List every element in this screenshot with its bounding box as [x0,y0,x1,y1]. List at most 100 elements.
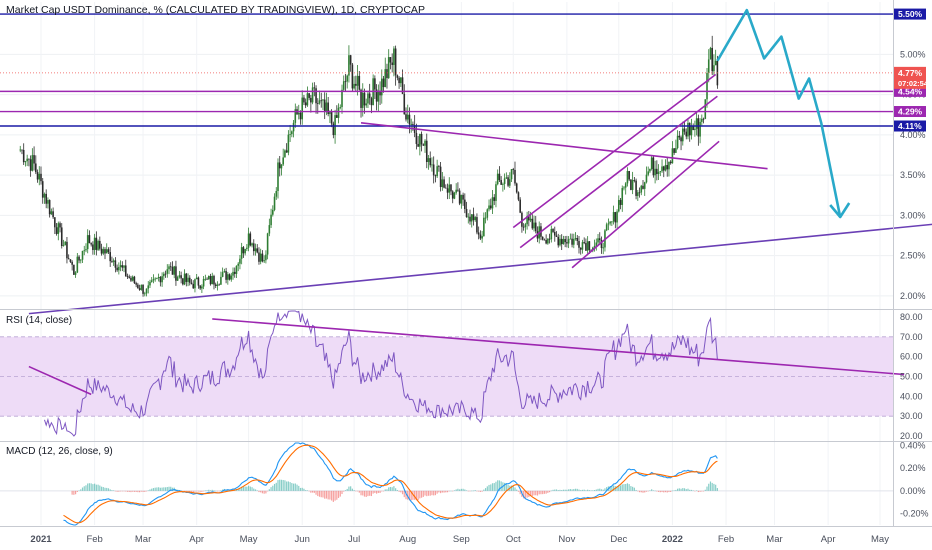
candle-body [282,157,284,165]
candle-body [83,250,86,252]
macd-hist-bar [706,486,708,491]
macd-hist-bar [291,483,293,491]
macd-pane-label: MACD (12, 26, close, 9) [6,446,113,457]
candle-body [574,238,577,239]
macd-hist-bar [701,490,703,492]
macd-hist-bar [102,487,104,491]
candle-body [322,99,324,101]
macd-hist-bar [498,480,501,491]
macd-hist-bar [292,483,295,491]
candle-body [213,275,215,285]
candle-body [609,221,611,224]
macd-hist-bar [369,490,371,496]
macd-hist-bar [183,490,186,492]
candle-body [92,244,94,251]
macd-hist-bar [158,487,160,491]
candle-body [287,134,290,153]
candle-body [252,243,255,252]
candle-body [143,293,146,295]
macd-hist-bar [692,490,694,492]
candle-body [688,122,691,136]
candle-body [353,83,355,89]
macd-hist-bar [100,486,103,491]
candle-body [277,162,279,192]
macd-hist-bar [704,489,706,491]
candle-body [220,276,222,285]
candle-body [640,185,643,193]
macd-hist-bar [222,489,224,491]
macd-hist-bar [602,489,604,491]
candle-body [147,285,150,289]
macd-hist-bar [343,490,345,492]
candle-body [169,266,172,268]
candle-body [173,266,176,275]
macd-hist-bar [593,490,596,491]
macd-hist-bar [339,490,341,497]
candle-body [434,175,437,177]
candle-body [325,102,328,112]
macd-hist-bar [645,490,648,492]
macd-hist-bar [144,490,146,492]
candle-body [339,107,342,108]
level-badge: 4.54% [898,86,923,96]
macd-hist-bar [332,490,334,502]
candle-body [405,114,407,120]
candle-body [464,199,466,209]
macd-hist-bar [170,486,172,491]
candle-body [422,144,425,146]
candle-body [526,216,528,225]
candle-layer [19,35,719,297]
candle-body [95,237,98,250]
candle-body [690,125,693,136]
macd-hist-bar [350,486,352,491]
candle-body [598,238,601,241]
candle-body [529,218,532,221]
macd-hist-bar [256,490,258,491]
macd-hist-bar [114,490,116,492]
candle-body [493,197,496,201]
macd-hist-bar [401,490,404,495]
macd-hist-bar [391,487,393,491]
candle-body [396,75,399,78]
macd-hist-bar [382,490,385,492]
candle-body [33,155,35,164]
candle-body [695,118,698,129]
macd-hist-bar [495,481,497,491]
macd-hist-bar [241,486,243,491]
macd-hist-bar [254,489,257,491]
candle-body [175,266,177,281]
candle-body [545,240,547,244]
macd-hist-bar [128,490,130,492]
candle-body [635,180,637,196]
macd-hist-bar [682,488,684,491]
indicator-layer [0,310,905,526]
trendline [512,73,717,229]
macd-hist-bar [142,490,144,492]
candle-body [417,143,419,147]
candle-body [479,234,482,239]
macd-hist-bar [689,489,691,491]
macd-hist-bar [514,487,516,491]
macd-hist-bar [204,490,206,492]
macd-tick-label: -0.20% [900,509,929,519]
macd-hist-bar [73,490,75,495]
candle-body [216,284,219,286]
macd-hist-bar [476,490,478,492]
candle-body [187,277,189,282]
macd-hist-bar [253,488,255,491]
candle-body [237,263,240,266]
macd-hist-bar [604,488,606,491]
macd-hist-bar [201,490,203,492]
last-price-badge: 4.77% [898,68,923,78]
candle-body [697,118,700,137]
macd-hist-bar [642,490,644,493]
macd-hist-bar [329,490,331,500]
macd-hist-bar [472,490,475,492]
macd-hist-bar [317,490,319,497]
candle-body [579,247,582,250]
macd-hist-bar [87,483,89,491]
macd-hist-bar [457,488,459,491]
candle-body [99,240,101,249]
candle-body [230,275,233,280]
candle-body [109,252,111,262]
